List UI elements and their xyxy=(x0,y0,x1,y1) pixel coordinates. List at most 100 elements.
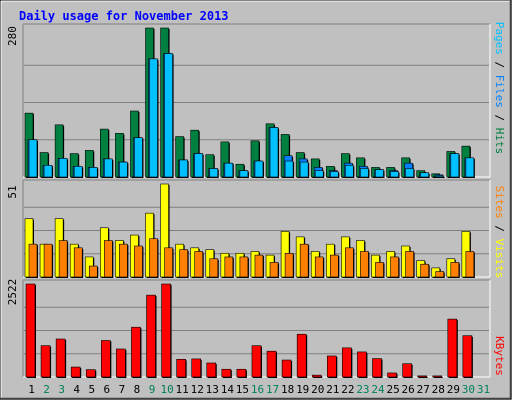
bar-pages-day-24 xyxy=(375,169,384,178)
bar-sites-day-21 xyxy=(329,254,339,278)
bar-sites-day-8 xyxy=(134,245,143,278)
x-tick-label-day-1: 1 xyxy=(28,383,35,396)
x-tick-label-day-31: 31 xyxy=(477,383,490,396)
x-tick-label-day-8: 8 xyxy=(134,383,141,396)
bar-kbytes-day-27 xyxy=(417,375,427,378)
legend-item-pages: Pages xyxy=(493,22,506,55)
bar-sites-day-30 xyxy=(465,251,475,278)
x-tick-label-day-16: 16 xyxy=(251,383,264,396)
x-tick-label-day-19: 19 xyxy=(296,383,309,396)
legend-item-files: Files xyxy=(493,75,506,108)
x-tick-label-day-4: 4 xyxy=(73,383,80,396)
x-tick-label-day-14: 14 xyxy=(221,383,235,396)
bar-pages-day-6 xyxy=(104,158,113,178)
bar-kbytes-day-24 xyxy=(372,358,382,378)
x-tick-label-day-29: 29 xyxy=(447,383,460,396)
bar-pages-day-17 xyxy=(269,127,279,178)
bar-kbytes-day-26 xyxy=(402,363,412,378)
bar-sites-day-23 xyxy=(360,251,369,278)
bar-shadow xyxy=(433,376,443,378)
bar-pages-day-22 xyxy=(345,164,354,178)
x-tick-label-day-18: 18 xyxy=(281,383,294,396)
x-tick-label-day-9: 9 xyxy=(149,383,156,396)
x-tick-label-day-13: 13 xyxy=(206,383,219,396)
bar-pages-day-21 xyxy=(329,171,339,178)
bar-kbytes-day-7 xyxy=(116,348,126,378)
bar-kbytes-day-9 xyxy=(146,294,156,378)
bar-pages-day-19 xyxy=(299,161,309,178)
legend-1: Pages / Files / Hits xyxy=(493,22,506,155)
bar-sites-day-18 xyxy=(284,252,294,278)
y-max-label-2: 51 xyxy=(6,185,19,198)
bar-pages-day-3 xyxy=(58,158,68,178)
bar-pages-day-23 xyxy=(360,168,369,178)
bar-kbytes-day-18 xyxy=(281,359,292,378)
legend-3: KBytes xyxy=(493,336,506,376)
y-max-label-3: 2522 xyxy=(6,279,19,306)
bar-sites-day-6 xyxy=(104,240,113,278)
bar-kbytes-day-17 xyxy=(266,350,277,378)
bar-kbytes-day-5 xyxy=(85,369,96,378)
bar-kbytes-day-15 xyxy=(236,368,247,378)
x-tick-label-day-15: 15 xyxy=(236,383,249,396)
x-tick-label-day-3: 3 xyxy=(58,383,65,396)
bar-sites-day-19 xyxy=(299,243,309,278)
x-tick-label-day-2: 2 xyxy=(43,383,50,396)
bar-kbytes-day-22 xyxy=(342,347,352,378)
bar-pages-day-11 xyxy=(179,159,188,178)
bar-sites-day-27 xyxy=(420,263,429,278)
bar-kbytes-day-23 xyxy=(357,351,367,378)
bar-kbytes-day-12 xyxy=(191,358,202,378)
bar-sites-day-12 xyxy=(194,251,204,278)
bar-pages-day-12 xyxy=(194,153,204,178)
bar-kbytes-day-14 xyxy=(221,368,232,378)
bar-pages-day-28 xyxy=(435,175,445,178)
bar-kbytes-day-1 xyxy=(25,283,36,378)
bar-kbytes-day-30 xyxy=(462,335,473,378)
bar-pages-day-25 xyxy=(390,171,399,178)
x-tick-label-day-23: 23 xyxy=(356,383,369,396)
bar-pages-day-14 xyxy=(224,162,234,178)
bar-pages-day-16 xyxy=(254,160,264,178)
x-tick-label-day-24: 24 xyxy=(371,383,385,396)
bar-kbytes-day-25 xyxy=(387,372,397,378)
x-tick-label-day-20: 20 xyxy=(311,383,324,396)
bar-sites-day-2 xyxy=(43,243,53,278)
bar-shadow xyxy=(436,176,445,178)
x-tick-label-day-26: 26 xyxy=(402,383,415,396)
bar-sites-day-10 xyxy=(164,247,173,278)
legend-item-hits: Hits xyxy=(493,128,506,155)
bar-shadow xyxy=(418,376,428,378)
bar-pages-day-26 xyxy=(405,168,414,178)
bar-sites-day-11 xyxy=(179,249,188,278)
bar-kbytes-day-28 xyxy=(432,375,443,378)
bar-sites-day-24 xyxy=(375,262,384,278)
x-tick-label-day-25: 25 xyxy=(386,383,399,396)
x-tick-label-day-17: 17 xyxy=(266,383,279,396)
bar-kbytes-day-3 xyxy=(55,338,66,378)
bar-pages-day-9 xyxy=(149,58,158,178)
legend-separator: / xyxy=(493,108,506,128)
bar-sites-day-25 xyxy=(390,256,399,278)
y-max-label-1: 280 xyxy=(6,26,19,46)
x-tick-label-day-27: 27 xyxy=(417,383,430,396)
legend-item-visits: Visits xyxy=(493,239,506,279)
bar-sites-day-13 xyxy=(209,258,219,278)
x-tick-label-day-30: 30 xyxy=(462,383,475,396)
bar-sites-day-7 xyxy=(119,243,128,278)
bar-sites-day-20 xyxy=(314,256,324,278)
bar-sites-day-17 xyxy=(269,262,279,278)
bar-sites-day-4 xyxy=(73,247,83,278)
bar-pages-day-29 xyxy=(450,153,460,178)
bar-kbytes-day-6 xyxy=(101,340,111,378)
bar-sites-day-22 xyxy=(345,247,354,278)
bar-sites-day-29 xyxy=(450,262,460,278)
x-tick-label-day-12: 12 xyxy=(191,383,204,396)
bar-pages-day-2 xyxy=(43,164,53,178)
x-tick-label-day-11: 11 xyxy=(176,383,189,396)
bar-pages-day-1 xyxy=(28,139,38,178)
bar-pages-day-30 xyxy=(465,157,475,178)
bar-pages-day-27 xyxy=(420,172,429,178)
bar-sites-day-15 xyxy=(239,256,249,278)
